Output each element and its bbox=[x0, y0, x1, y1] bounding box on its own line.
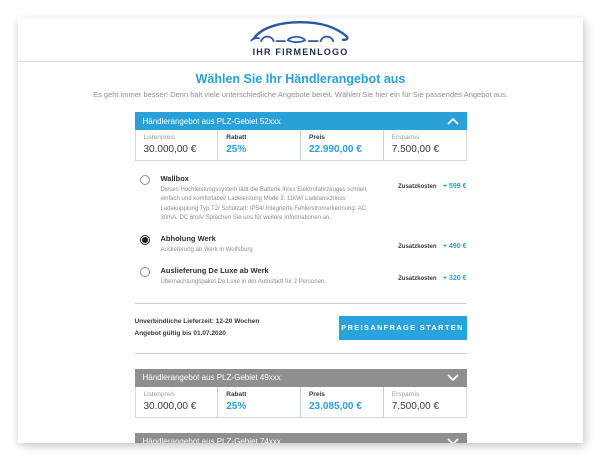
chevron-up-icon[interactable] bbox=[447, 117, 459, 125]
value-preis: 23.085,00 € bbox=[309, 400, 362, 412]
zusatzkosten-label: Zusatzkosten bbox=[398, 276, 437, 283]
cell-rabatt: Rabatt 25% bbox=[217, 130, 300, 160]
option-cost: Zusatzkosten + 320 € bbox=[398, 267, 466, 285]
option-title: Abholung Werk bbox=[160, 234, 216, 244]
label-preis: Preis bbox=[309, 390, 325, 398]
radio-abholung-werk[interactable] bbox=[139, 235, 150, 246]
chevron-down-icon[interactable] bbox=[447, 438, 459, 443]
cell-rabatt: Rabatt 25% bbox=[217, 386, 300, 417]
offer-title: Händlerangebot aus PLZ-Gebiet 74xxx bbox=[142, 437, 281, 443]
footer-divider bbox=[134, 302, 467, 304]
radio-wallbox[interactable] bbox=[139, 175, 150, 185]
offer-card-52xxx: Händlerangebot aus PLZ-Gebiet 52xxx List… bbox=[134, 112, 467, 354]
option-cost: Zusatzkosten + 599 € bbox=[398, 175, 466, 193]
offer-card-74xxx: Händlerangebot aus PLZ-Gebiet 74xxx List… bbox=[134, 432, 467, 443]
logo-header: IHR FIRMENLOGO bbox=[18, 18, 583, 62]
zusatzkosten-label: Zusatzkosten bbox=[398, 184, 437, 190]
cost-amount: + 320 € bbox=[442, 275, 467, 283]
delivery-time: Unverbindliche Lieferzeit: 12-20 Wochen bbox=[134, 318, 260, 326]
offer-title: Händlerangebot aus PLZ-Gebiet 52xxx bbox=[142, 116, 281, 126]
cell-preis: Preis 22.990,00 € bbox=[300, 130, 383, 160]
label-listenpreis: Listenpreis bbox=[143, 134, 175, 141]
car-logo-icon bbox=[249, 21, 349, 43]
cost-amount: + 599 € bbox=[442, 183, 467, 190]
offer-header-74xxx[interactable]: Händlerangebot aus PLZ-Gebiet 74xxx bbox=[134, 432, 467, 443]
cell-ersparnis: Ersparnis 7.500,00 € bbox=[382, 386, 466, 417]
offer-card-49xxx: Händlerangebot aus PLZ-Gebiet 49xxx List… bbox=[134, 368, 467, 418]
chevron-down-icon[interactable] bbox=[447, 374, 459, 382]
cell-listenpreis: Listenpreis 30.000,00 € bbox=[136, 387, 218, 417]
value-preis: 22.990,00 € bbox=[309, 144, 362, 155]
cell-listenpreis: Listenpreis 30.000,00 € bbox=[136, 130, 218, 160]
label-ersparnis: Ersparnis bbox=[391, 390, 420, 398]
value-ersparnis: 7.500,00 € bbox=[391, 144, 440, 155]
cell-ersparnis: Ersparnis 7.500,00 € bbox=[382, 130, 466, 160]
label-preis: Preis bbox=[309, 134, 325, 141]
company-name: IHR FIRMENLOGO bbox=[252, 47, 349, 57]
label-rabatt: Rabatt bbox=[226, 134, 247, 141]
label-rabatt: Rabatt bbox=[226, 390, 247, 398]
value-listenpreis: 30.000,00 € bbox=[143, 400, 197, 412]
value-rabatt: 25% bbox=[226, 144, 247, 155]
option-title: Wallbox bbox=[160, 174, 189, 183]
option-cost: Zusatzkosten + 490 € bbox=[398, 235, 466, 253]
label-ersparnis: Ersparnis bbox=[391, 134, 420, 141]
offer-header-52xxx[interactable]: Händlerangebot aus PLZ-Gebiet 52xxx bbox=[134, 112, 467, 130]
main-panel: IHR FIRMENLOGO Wählen Sie Ihr Händlerang… bbox=[18, 18, 583, 443]
option-wallbox[interactable]: Wallbox Dieses Hochleistungssystem lädt … bbox=[135, 174, 467, 223]
option-deluxe[interactable]: Auslieferung De Luxe ab Werk Übernachtun… bbox=[135, 266, 467, 287]
option-abholung-werk[interactable]: Abholung Werk Auslieferung ab Werk in Wo… bbox=[135, 234, 467, 255]
offer-title: Händlerangebot aus PLZ-Gebiet 49xxx bbox=[142, 373, 281, 383]
intro-section: Wählen Sie Ihr Händlerangebot aus Es geh… bbox=[18, 62, 583, 99]
price-table: Listenpreis 30.000,00 € Rabatt 25% Preis… bbox=[134, 130, 467, 161]
option-description: Übernachtungspaket De Luxe in der Autost… bbox=[160, 279, 326, 286]
radio-deluxe[interactable] bbox=[139, 267, 150, 278]
cost-amount: + 490 € bbox=[442, 243, 467, 251]
value-rabatt: 25% bbox=[226, 400, 247, 412]
option-description: Auslieferung ab Werk in Wolfsburg bbox=[160, 247, 253, 254]
offer-header-49xxx[interactable]: Händlerangebot aus PLZ-Gebiet 49xxx bbox=[134, 368, 467, 387]
offer-list: Händlerangebot aus PLZ-Gebiet 52xxx List… bbox=[134, 112, 467, 443]
zusatzkosten-label: Zusatzkosten bbox=[398, 244, 437, 251]
option-list: Wallbox Dieses Hochleistungssystem lädt … bbox=[135, 161, 467, 303]
preisanfrage-button[interactable]: PREISANFRAGE STARTEN bbox=[338, 315, 467, 340]
page-title: Wählen Sie Ihr Händlerangebot aus bbox=[195, 72, 406, 86]
card-bottom-divider bbox=[134, 352, 467, 354]
page-subtitle: Es geht immer besser! Denn hält viele un… bbox=[93, 90, 508, 99]
cell-preis: Preis 23.085,00 € bbox=[300, 386, 383, 417]
value-ersparnis: 7.500,00 € bbox=[391, 400, 440, 412]
offer-footer: Unverbindliche Lieferzeit: 12-20 Wochen … bbox=[135, 304, 467, 353]
offer-validity: Angebot gültig bis 01.07.2020 bbox=[134, 329, 226, 337]
price-table: Listenpreis 30.000,00 € Rabatt 25% Preis… bbox=[134, 386, 467, 418]
label-listenpreis: Listenpreis bbox=[143, 390, 175, 398]
value-listenpreis: 30.000,00 € bbox=[143, 144, 197, 155]
option-description: Dieses Hochleistungssystem lädt die Batt… bbox=[160, 187, 368, 221]
option-title: Auslieferung De Luxe ab Werk bbox=[160, 266, 269, 276]
